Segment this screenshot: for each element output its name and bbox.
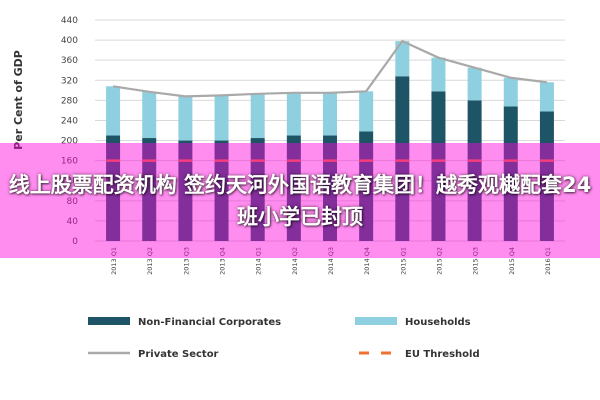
y-tick-label: 200 (61, 137, 78, 147)
x-tick-label: 2015 Q1 (399, 247, 407, 275)
y-tick-label: 0 (72, 237, 78, 247)
y-tick-label: 360 (61, 56, 78, 66)
y-tick-label: 240 (61, 116, 78, 126)
y-tick-label: 280 (61, 96, 78, 106)
bar-households (106, 86, 121, 136)
bar-households (359, 91, 374, 132)
x-tick-label: 2016 Q1 (544, 247, 552, 275)
legend-label: Households (405, 317, 471, 328)
bar-non-financial-corporates (106, 135, 121, 241)
bar-households (539, 82, 554, 112)
bar-households (286, 92, 301, 136)
bar-non-financial-corporates (250, 138, 265, 241)
x-axis-ticks: 2013 Q1 2013 Q2 2013 Q3 2013 Q4 2014 Q1 2014 … (110, 247, 552, 275)
legend-label: Non-Financial Corporates (138, 317, 281, 328)
bar-non-financial-corporates (503, 106, 518, 242)
bar-non-financial-corporates (395, 76, 410, 241)
x-tick-label: 2013 Q3 (182, 247, 190, 275)
bar-non-financial-corporates (214, 140, 229, 241)
legend: Non-Financial Corporates Households Privat… (88, 317, 480, 360)
legend-swatch (88, 317, 130, 325)
y-tick-label: 40 (67, 217, 79, 227)
private-sector-line (112, 39, 548, 98)
x-tick-label: 2014 Q2 (291, 247, 299, 275)
x-tick-label: 2015 Q3 (472, 247, 480, 275)
y-tick-label: 80 (67, 197, 79, 207)
y-tick-label: 320 (61, 76, 78, 86)
overlay-caption: 线上股票配资机构 签约天河外国语教育集团！越秀观樾配套24班小学已封顶 (8, 172, 592, 229)
x-tick-label: 2015 Q4 (508, 247, 516, 275)
y-tick-label: 400 (61, 36, 78, 46)
bar-non-financial-corporates (431, 91, 446, 241)
y-axis-ticks: 0 40 80 120 160 200 240 280 320 360 400 440 (61, 16, 78, 247)
bar-non-financial-corporates (359, 131, 374, 241)
y-tick-label: 440 (61, 16, 78, 26)
bar-non-financial-corporates (142, 138, 157, 241)
x-tick-label: 2014 Q1 (255, 247, 263, 275)
bar-non-financial-corporates (178, 140, 193, 241)
overlay-banner: 线上股票配资机构 签约天河外国语教育集团！越秀观樾配套24班小学已封顶 (0, 143, 600, 258)
legend-label: EU Threshold (405, 349, 480, 360)
bar-households (178, 96, 193, 141)
x-tick-label: 2013 Q2 (146, 247, 154, 275)
bar-households (250, 93, 265, 139)
bar-households (142, 91, 157, 139)
x-tick-label: 2014 Q4 (363, 247, 371, 275)
y-tick-label: 160 (61, 157, 78, 167)
legend-swatch (355, 317, 397, 325)
bar-non-financial-corporates (286, 135, 301, 241)
y-axis-label: Per Cent of GDP (12, 50, 25, 150)
bar-households (395, 41, 410, 77)
bars (106, 41, 554, 242)
bar-households (323, 92, 337, 136)
bar-non-financial-corporates (539, 111, 554, 241)
bar-households (467, 67, 482, 101)
bar-households (503, 77, 518, 107)
x-tick-label: 2013 Q1 (110, 247, 118, 275)
bar-households (431, 57, 446, 92)
y-tick-label: 120 (61, 177, 78, 187)
x-tick-label: 2014 Q3 (327, 247, 335, 275)
legend-label: Private Sector (138, 349, 219, 360)
lines (106, 39, 554, 162)
bar-households (214, 95, 229, 141)
x-tick-label: 2015 Q2 (435, 247, 443, 275)
bar-non-financial-corporates (467, 100, 482, 241)
x-tick-label: 2013 Q4 (219, 247, 227, 275)
bar-non-financial-corporates (323, 135, 337, 241)
